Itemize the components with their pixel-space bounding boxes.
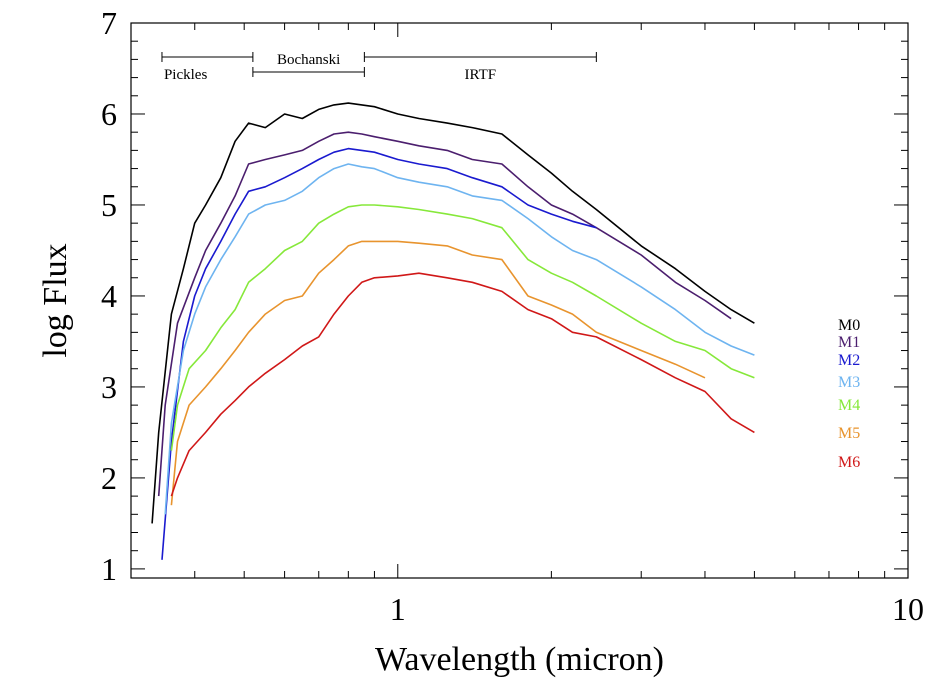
series-line-m2 [161,147,597,560]
x-tick-label: 10 [892,591,924,627]
y-tick-label: 2 [101,460,117,496]
legend-label-m0: M0 [838,317,860,334]
series-line-m6 [170,272,755,497]
y-tick-label: 4 [101,278,117,314]
y-tick-label: 3 [101,369,117,405]
legend-label-m1: M1 [838,334,860,351]
range-annotations: Pickles Bochanski IRTF [161,52,597,83]
legend-label-m4: M4 [838,397,860,414]
y-tick-label: 7 [101,5,117,41]
range-label-bochanski: Bochanski [277,52,340,68]
series-layer [151,102,755,560]
range-label-irtf: IRTF [465,67,497,83]
legend-label-m3: M3 [838,374,860,391]
x-axis-title: Wavelength (micron) [375,641,664,678]
y-axis-title: log Flux [37,243,74,357]
axis-ticks: 1 2 3 4 5 6 7 1 10 [101,5,924,627]
series-line-m5 [170,240,706,506]
range-label-pickles: Pickles [164,67,207,83]
y-tick-label: 5 [101,187,117,223]
legend-label-m6: M6 [838,454,860,471]
plot-frame [130,22,909,579]
x-tick-label: 1 [390,591,406,627]
series-line-m1 [157,131,732,497]
legend-label-m2: M2 [838,352,860,369]
series-line-m3 [164,163,755,515]
series-line-m0 [151,102,755,524]
series-line-m4 [170,204,755,451]
legend-label-m5: M5 [838,425,860,442]
y-tick-label: 6 [101,96,117,132]
y-tick-label: 1 [101,551,117,587]
